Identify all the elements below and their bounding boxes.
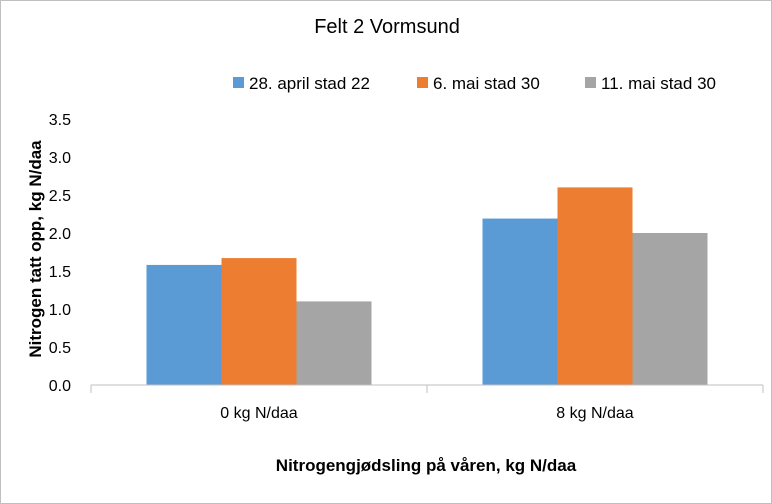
- legend-swatch: [585, 77, 596, 88]
- legend-label: 6. mai stad 30: [433, 74, 540, 93]
- y-tick-label: 0.5: [49, 340, 71, 357]
- bar: [221, 258, 297, 385]
- y-axis-title: Nitrogen tatt opp, kg N/daa: [26, 140, 45, 358]
- bars: [146, 187, 708, 385]
- y-tick-label: 2.0: [49, 226, 71, 243]
- bar: [632, 233, 708, 385]
- category-labels: 0 kg N/daa 8 kg N/daa: [220, 405, 633, 422]
- y-axis-ticks: 0.0 0.5 1.0 1.5 2.0 2.5 3.0 3.5: [49, 112, 71, 395]
- x-axis-title: Nitrogengjødsling på våren, kg N/daa: [276, 456, 577, 475]
- y-tick-label: 2.5: [49, 188, 71, 205]
- legend-swatch: [417, 77, 428, 88]
- legend-swatch: [233, 77, 244, 88]
- y-tick-label: 0.0: [49, 378, 71, 395]
- y-tick-label: 1.5: [49, 264, 71, 281]
- y-tick-label: 3.0: [49, 150, 71, 167]
- x-axis: [90, 384, 764, 393]
- category-label: 8 kg N/daa: [556, 405, 633, 422]
- legend-label: 28. april stad 22: [249, 74, 370, 93]
- bar: [557, 187, 633, 385]
- legend-label: 11. mai stad 30: [601, 74, 716, 93]
- bar: [296, 301, 372, 385]
- chart-title: Felt 2 Vormsund: [314, 16, 460, 38]
- legend: 28. april stad 22 6. mai stad 30 11. mai s…: [233, 74, 716, 93]
- bar: [482, 218, 558, 385]
- y-tick-label: 3.5: [49, 112, 71, 129]
- y-tick-label: 1.0: [49, 302, 71, 319]
- bar: [146, 264, 222, 385]
- category-label: 0 kg N/daa: [220, 405, 297, 422]
